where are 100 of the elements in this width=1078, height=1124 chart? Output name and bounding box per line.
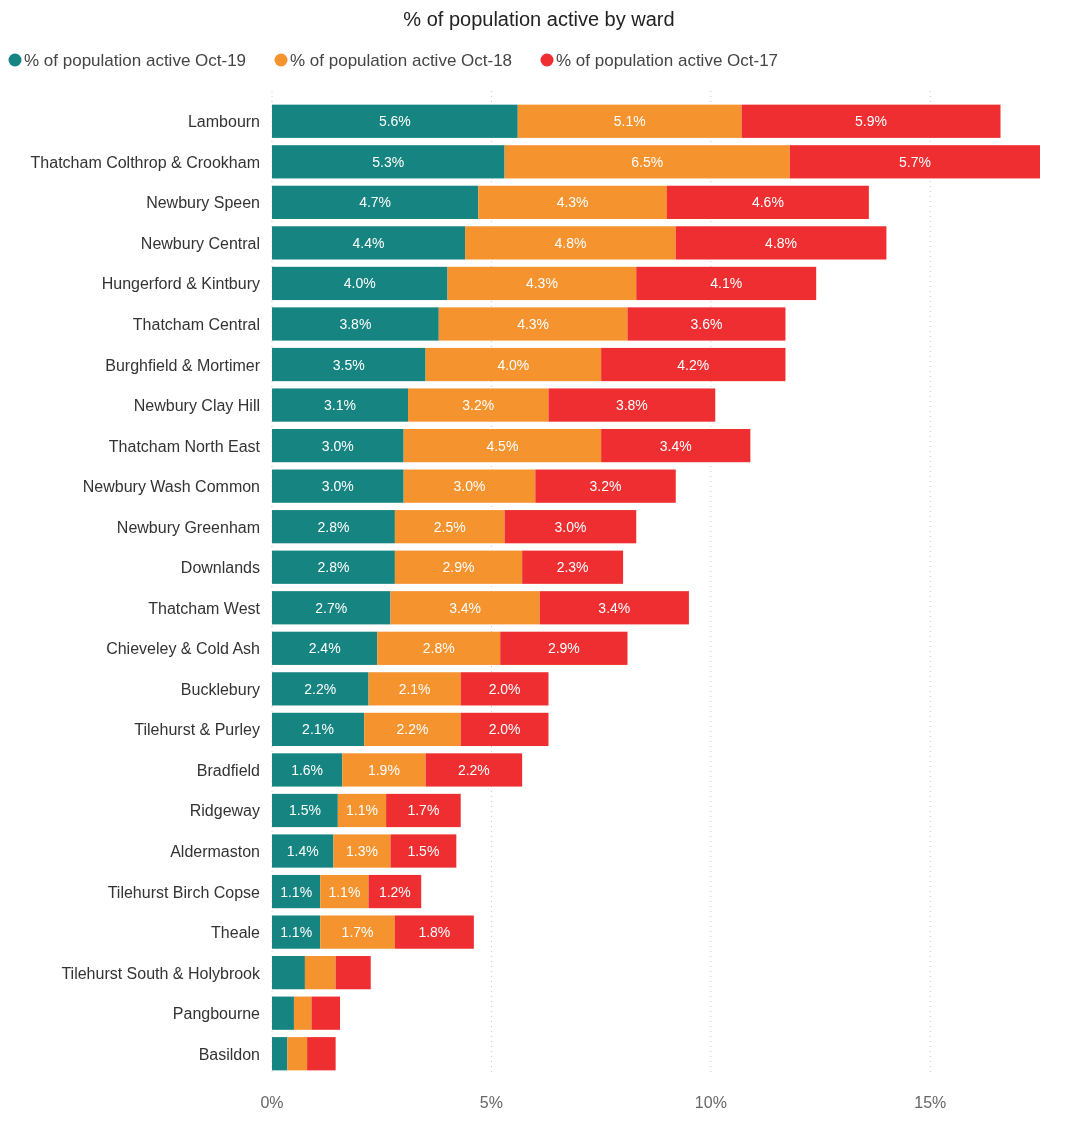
bar — [403, 469, 536, 503]
y-tick-label: Tilehurst South & Holybrook — [61, 964, 261, 982]
bar — [272, 104, 518, 138]
data-label: 5.6% — [378, 113, 411, 130]
data-label: 3.0% — [321, 437, 354, 454]
bar — [272, 793, 338, 828]
data-label: 5.7% — [898, 153, 931, 170]
data-label: 2.9% — [442, 559, 475, 576]
legend-label: % of population active Oct-17 — [556, 51, 779, 70]
data-label: 5.9% — [855, 113, 887, 130]
y-tick-label: Hungerford & Kintbury — [101, 275, 260, 293]
y-tick-label: Ridgeway — [189, 802, 260, 820]
y-tick-label: Tilehurst & Purley — [134, 721, 260, 739]
data-label: 2.4% — [308, 640, 341, 657]
bar — [425, 753, 523, 787]
data-label: 3.5% — [332, 356, 365, 373]
y-tick-label: Newbury Clay Hill — [133, 397, 260, 415]
bar — [386, 793, 461, 828]
bar — [272, 915, 321, 949]
bar — [335, 956, 371, 990]
chart-title: % of population active by ward — [403, 8, 675, 30]
y-tick-label: Bucklebury — [180, 680, 260, 698]
data-label: 4.1% — [710, 275, 743, 292]
x-tick-label: 15% — [914, 1094, 947, 1111]
data-label: 1.4% — [286, 843, 319, 860]
bar — [307, 1037, 336, 1071]
data-label: 5.1% — [613, 113, 646, 130]
y-tick-label: Lambourn — [187, 113, 260, 131]
data-label: 1.5% — [288, 802, 321, 819]
data-label: 3.8% — [339, 315, 372, 332]
y-tick-label: Newbury Wash Common — [82, 478, 260, 496]
y-tick-label: Newbury Central — [140, 234, 260, 252]
bar — [272, 428, 404, 463]
bar — [272, 307, 439, 341]
bar — [293, 996, 312, 1030]
bar — [390, 834, 457, 868]
y-tick-label: Downlands — [180, 559, 260, 577]
data-label: 4.3% — [525, 275, 558, 292]
bar — [447, 266, 637, 301]
data-label: 4.8% — [554, 234, 587, 251]
data-label: 4.2% — [677, 356, 710, 373]
data-label: 1.7% — [341, 924, 374, 941]
bar — [460, 672, 549, 706]
y-tick-label: Aldermaston — [170, 843, 260, 861]
bar — [337, 793, 387, 828]
y-tick-label: Thatcham Central — [132, 315, 260, 333]
data-label: 3.8% — [615, 397, 648, 414]
bar — [539, 591, 689, 625]
bar — [425, 347, 602, 382]
data-label: 3.4% — [659, 437, 692, 454]
data-label: 1.1% — [280, 924, 313, 941]
data-label: 3.4% — [598, 599, 631, 616]
data-label: 4.4% — [352, 234, 385, 251]
bar — [465, 226, 676, 260]
bar — [601, 428, 751, 463]
data-label: 4.3% — [556, 194, 589, 211]
bar — [320, 874, 369, 909]
data-label: 2.5% — [433, 518, 466, 535]
x-tick-label: 10% — [694, 1094, 727, 1111]
bar — [517, 104, 742, 138]
bar — [272, 834, 334, 868]
data-label: 2.1% — [302, 721, 335, 738]
y-tick-label: Newbury Greenham — [116, 518, 260, 536]
bar — [548, 388, 716, 422]
bar — [272, 712, 365, 747]
data-label: 3.1% — [324, 397, 356, 414]
bar — [535, 469, 676, 503]
data-label: 2.9% — [547, 640, 580, 657]
bar — [272, 1037, 288, 1071]
bar — [394, 510, 505, 544]
data-label: 1.1% — [346, 802, 378, 819]
y-tick-label: Thatcham West — [148, 599, 261, 617]
bar — [368, 672, 461, 706]
data-label: 1.5% — [407, 843, 440, 860]
data-label: 3.4% — [449, 599, 482, 616]
y-tick-label: Tilehurst Birch Copse — [107, 883, 261, 901]
x-tick-label: 5% — [479, 1094, 503, 1111]
bar — [403, 428, 602, 463]
bar — [390, 591, 540, 625]
data-label: 6.5% — [631, 153, 664, 170]
bar — [304, 956, 336, 990]
data-label: 2.2% — [457, 761, 490, 778]
bar — [272, 753, 343, 787]
data-label: 3.6% — [690, 315, 723, 332]
bar — [377, 631, 501, 665]
data-label: 4.7% — [359, 194, 392, 211]
bar — [272, 347, 426, 382]
data-label: 4.3% — [517, 315, 550, 332]
data-label: 3.0% — [554, 518, 587, 535]
bar — [789, 145, 1040, 179]
bar — [504, 145, 790, 179]
legend-label: % of population active Oct-18 — [290, 51, 513, 70]
bar — [408, 388, 549, 422]
data-label: 1.7% — [407, 802, 440, 819]
bar — [272, 631, 378, 665]
data-label: 3.2% — [589, 478, 622, 495]
y-tick-label: Theale — [211, 924, 261, 942]
data-label: 2.7% — [315, 599, 348, 616]
bar — [394, 550, 523, 584]
bar — [636, 266, 817, 301]
